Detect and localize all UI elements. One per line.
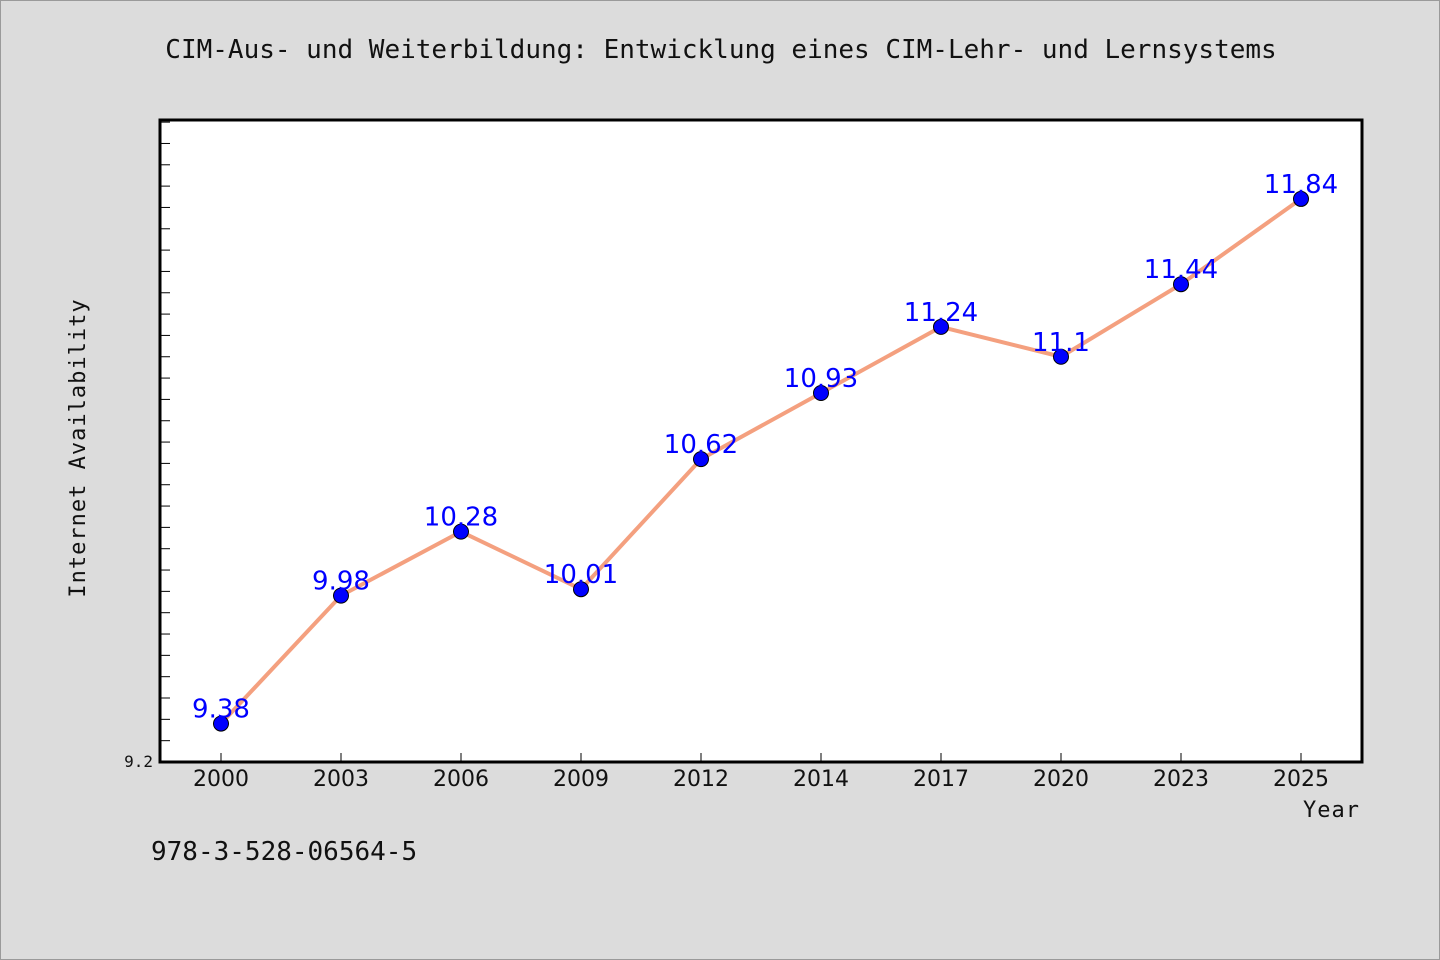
- y-axis-ticks: [160, 121, 170, 763]
- data-label: 11.24: [904, 298, 978, 328]
- data-point: [573, 581, 589, 598]
- data-label: 11.44: [1144, 255, 1218, 285]
- series-line: [219, 196, 1303, 726]
- x-tick-label: 2023: [1153, 767, 1209, 792]
- x-axis-ticks: 2000 2003 2006 2009 2012 2014 2017 2020 2023 2025: [193, 753, 1329, 792]
- data-point: [1173, 276, 1189, 293]
- x-tick-label: 2020: [1033, 767, 1089, 792]
- data-label: 9.98: [312, 567, 370, 597]
- data-label: 10.93: [784, 364, 858, 394]
- plot-area: [158, 118, 1364, 764]
- data-point: [213, 715, 229, 732]
- data-point: [813, 385, 829, 402]
- x-tick-label: 2014: [793, 767, 849, 792]
- data-labels: 9.38 9.98 10.28 10.01 10.62 10.93 11.24 11.1 11.…: [192, 170, 1338, 725]
- data-point: [693, 451, 709, 468]
- data-label: 10.01: [544, 560, 618, 590]
- data-point: [1053, 348, 1069, 365]
- x-tick-label: 2006: [433, 767, 489, 792]
- data-point: [933, 318, 949, 335]
- data-point: [453, 523, 469, 540]
- y-axis-title: Internet Availability: [66, 298, 91, 597]
- data-label: 10.28: [424, 503, 498, 533]
- series-group: [213, 190, 1309, 732]
- x-tick-label: 2025: [1273, 767, 1329, 792]
- x-tick-label: 2003: [313, 767, 369, 792]
- chart-title: CIM-Aus- und Weiterbildung: Entwicklung …: [165, 35, 1277, 65]
- x-tick-label: 2012: [673, 767, 729, 792]
- data-label: 9.38: [192, 695, 250, 725]
- y-axis-min-label: 9.2: [124, 752, 153, 771]
- isbn-footer: 978-3-528-06564-5: [151, 837, 418, 867]
- data-point: [1293, 190, 1309, 207]
- x-tick-label: 2009: [553, 767, 609, 792]
- data-label: 11.84: [1264, 170, 1338, 200]
- data-label: 10.62: [664, 430, 738, 460]
- x-tick-label: 2017: [913, 767, 969, 792]
- data-point: [333, 587, 349, 604]
- data-label: 11.1: [1032, 328, 1090, 358]
- x-tick-label: 2000: [193, 767, 249, 792]
- x-axis-title: Year: [1303, 798, 1360, 823]
